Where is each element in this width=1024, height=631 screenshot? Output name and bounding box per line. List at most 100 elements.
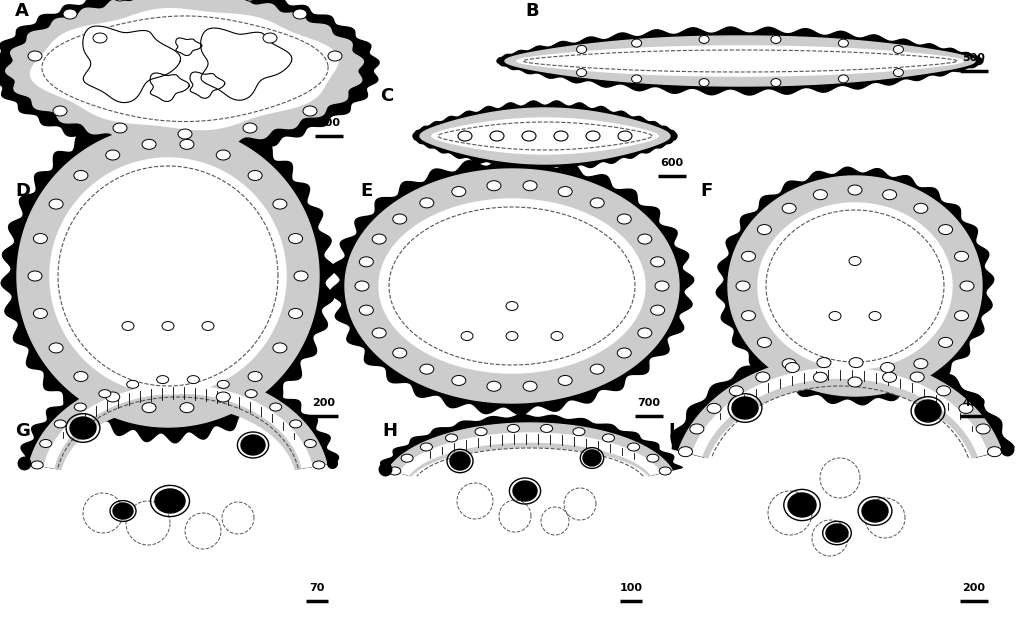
Ellipse shape (180, 139, 194, 150)
Ellipse shape (93, 33, 106, 43)
Ellipse shape (987, 447, 1001, 457)
Ellipse shape (839, 39, 849, 47)
Ellipse shape (304, 440, 316, 447)
Ellipse shape (813, 190, 827, 199)
Ellipse shape (393, 214, 407, 224)
Ellipse shape (49, 199, 63, 209)
Polygon shape (399, 433, 660, 475)
Polygon shape (728, 176, 982, 396)
Polygon shape (1, 109, 335, 443)
Ellipse shape (293, 9, 307, 19)
Ellipse shape (632, 75, 642, 83)
Ellipse shape (452, 375, 466, 386)
Ellipse shape (617, 348, 631, 358)
Text: 500: 500 (963, 53, 985, 63)
Ellipse shape (359, 257, 374, 267)
Polygon shape (83, 26, 180, 103)
Polygon shape (30, 373, 327, 469)
Polygon shape (517, 46, 963, 76)
Text: E: E (360, 182, 373, 200)
Polygon shape (17, 125, 319, 427)
Ellipse shape (272, 199, 287, 209)
Ellipse shape (736, 281, 750, 291)
Ellipse shape (393, 348, 407, 358)
Polygon shape (176, 38, 202, 56)
Ellipse shape (328, 51, 342, 61)
Polygon shape (330, 157, 693, 415)
Text: D: D (15, 182, 30, 200)
Ellipse shape (758, 225, 771, 235)
Ellipse shape (127, 380, 138, 388)
Ellipse shape (187, 375, 200, 384)
Text: C: C (380, 87, 393, 105)
Ellipse shape (958, 403, 973, 413)
Ellipse shape (506, 302, 518, 310)
Polygon shape (44, 385, 312, 468)
Ellipse shape (420, 198, 434, 208)
Ellipse shape (771, 35, 781, 44)
Text: F: F (700, 182, 713, 200)
Ellipse shape (157, 375, 169, 384)
Ellipse shape (618, 131, 632, 141)
Ellipse shape (839, 75, 849, 83)
Polygon shape (31, 9, 338, 129)
Text: I: I (668, 422, 675, 440)
Ellipse shape (848, 185, 862, 195)
Ellipse shape (54, 420, 67, 428)
Ellipse shape (937, 386, 950, 396)
Ellipse shape (893, 69, 903, 76)
Ellipse shape (180, 403, 194, 413)
Ellipse shape (389, 467, 400, 475)
Ellipse shape (785, 362, 800, 372)
Polygon shape (716, 167, 993, 404)
Ellipse shape (178, 129, 193, 139)
Ellipse shape (31, 461, 43, 469)
Ellipse shape (788, 493, 816, 517)
Ellipse shape (458, 131, 472, 141)
Ellipse shape (289, 233, 303, 244)
Ellipse shape (690, 424, 703, 434)
Ellipse shape (699, 79, 709, 86)
Ellipse shape (99, 389, 111, 398)
Ellipse shape (506, 331, 518, 341)
Ellipse shape (650, 305, 665, 315)
Ellipse shape (523, 180, 537, 191)
Ellipse shape (590, 364, 604, 374)
Polygon shape (432, 118, 658, 154)
Ellipse shape (522, 131, 536, 141)
Text: 400: 400 (963, 398, 985, 408)
Ellipse shape (217, 380, 229, 388)
Text: 600: 600 (660, 158, 684, 168)
Ellipse shape (420, 364, 434, 374)
Ellipse shape (848, 377, 862, 387)
Ellipse shape (632, 39, 642, 47)
Ellipse shape (893, 45, 903, 54)
Ellipse shape (577, 45, 587, 54)
Ellipse shape (28, 51, 42, 61)
Ellipse shape (74, 372, 88, 382)
Ellipse shape (628, 443, 640, 451)
Ellipse shape (49, 343, 63, 353)
Ellipse shape (401, 454, 413, 462)
Polygon shape (6, 0, 364, 150)
Ellipse shape (939, 225, 952, 235)
Ellipse shape (303, 106, 317, 116)
Text: 700: 700 (638, 398, 660, 408)
Ellipse shape (862, 500, 888, 522)
Ellipse shape (490, 131, 504, 141)
Ellipse shape (572, 428, 585, 435)
Ellipse shape (741, 310, 756, 321)
Text: G: G (15, 422, 30, 440)
Ellipse shape (590, 198, 604, 208)
Text: 70: 70 (309, 583, 325, 593)
Ellipse shape (758, 338, 771, 348)
Ellipse shape (638, 234, 652, 244)
Ellipse shape (617, 214, 631, 224)
Ellipse shape (849, 256, 861, 266)
Polygon shape (388, 423, 672, 476)
Ellipse shape (551, 331, 563, 341)
Ellipse shape (248, 170, 262, 180)
Ellipse shape (647, 454, 658, 462)
Ellipse shape (729, 386, 743, 396)
Ellipse shape (849, 358, 863, 368)
